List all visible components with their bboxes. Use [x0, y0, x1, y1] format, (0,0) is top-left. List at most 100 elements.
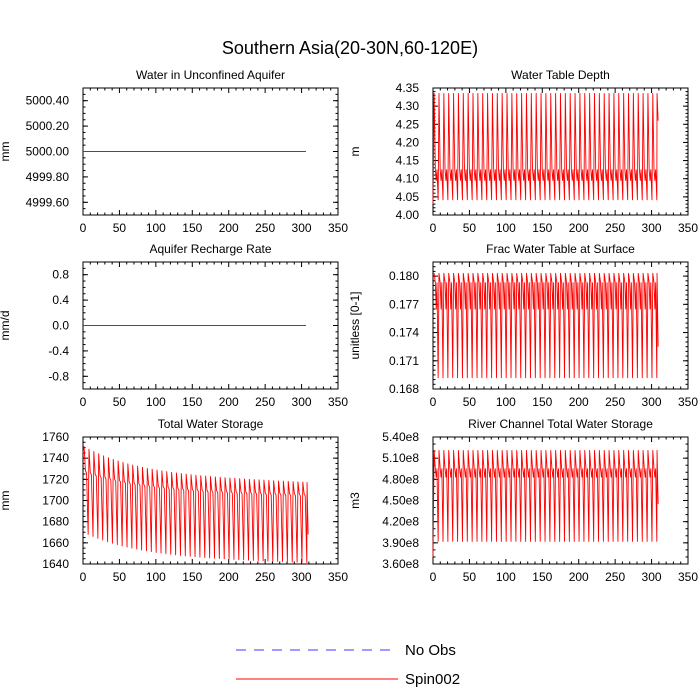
y-tick-label: 1740: [42, 451, 69, 465]
y-axis-label: mm: [0, 142, 12, 162]
x-tick-label: 0: [430, 570, 437, 584]
series-line-spin002: [433, 272, 659, 379]
y-tick-label: 0.177: [389, 297, 419, 311]
panel-title: Aquifer Recharge Rate: [149, 242, 271, 256]
chart-panel-total-water-storage: Total Water Storage mm 0 50 100 150 200 250 300 3…: [0, 417, 348, 584]
x-tick-label: 200: [569, 221, 589, 235]
y-tick-label: 5000.20: [26, 119, 70, 133]
y-tick-label: -0.4: [48, 344, 69, 358]
panel-title: River Channel Total Water Storage: [468, 417, 653, 431]
x-tick-label: 100: [496, 221, 516, 235]
y-tick-label: 4.10: [396, 172, 420, 186]
y-tick-label: 1660: [42, 536, 69, 550]
y-tick-label: 5000.40: [26, 94, 70, 108]
y-tick-label: 1680: [42, 515, 69, 529]
y-axis-label: mm: [0, 491, 12, 511]
y-tick-label: 4999.60: [26, 195, 70, 209]
x-tick-label: 250: [605, 570, 625, 584]
series-line-spin002: [432, 449, 659, 557]
y-tick-label: 1720: [42, 472, 69, 486]
y-axis-label: mm/d: [0, 311, 12, 341]
legend-label-no-obs: No Obs: [405, 642, 456, 659]
x-tick-label: 350: [678, 395, 698, 409]
x-tick-label: 250: [255, 570, 275, 584]
x-tick-label: 100: [146, 221, 166, 235]
y-tick-label: 0.4: [52, 293, 69, 307]
plot-frame: [432, 87, 689, 216]
x-tick-label: 100: [496, 570, 516, 584]
chart-panel-unconfined-aquifer: Water in Unconfined Aquifer mm 0 50 100 150 20…: [0, 68, 348, 235]
y-tick-label: 4.50e8: [382, 494, 419, 508]
panel-title: Water in Unconfined Aquifer: [136, 68, 285, 82]
x-tick-label: 0: [80, 570, 87, 584]
x-tick-label: 0: [80, 221, 87, 235]
series-line-spin002: [82, 446, 309, 564]
x-tick-label: 50: [463, 570, 477, 584]
x-tick-label: 200: [569, 395, 589, 409]
x-tick-label: 150: [532, 395, 552, 409]
x-tick-label: 350: [678, 570, 698, 584]
y-tick-label: 1760: [42, 430, 69, 444]
x-tick-label: 350: [328, 570, 348, 584]
y-tick-label: 4.35: [396, 81, 420, 95]
x-tick-label: 150: [182, 221, 202, 235]
y-tick-label: 0.168: [389, 382, 419, 396]
x-tick-label: 250: [255, 395, 275, 409]
y-tick-label: -0.8: [48, 369, 69, 383]
y-tick-label: 3.90e8: [382, 536, 419, 550]
x-tick-label: 150: [182, 570, 202, 584]
y-tick-label: 4.30: [396, 99, 420, 113]
x-tick-label: 350: [328, 221, 348, 235]
x-tick-label: 250: [255, 221, 275, 235]
x-tick-label: 50: [113, 221, 127, 235]
x-tick-label: 150: [532, 221, 552, 235]
x-tick-label: 50: [113, 395, 127, 409]
x-tick-label: 350: [328, 395, 348, 409]
x-tick-label: 300: [292, 570, 312, 584]
y-tick-label: 4.20: [396, 135, 420, 149]
y-tick-label: 5.40e8: [382, 430, 419, 444]
x-tick-label: 0: [430, 221, 437, 235]
x-tick-label: 200: [219, 395, 239, 409]
y-tick-label: 3.60e8: [382, 557, 419, 571]
panels-group: Water in Unconfined Aquifer mm 0 50 100 150 20…: [0, 68, 698, 584]
x-tick-label: 150: [182, 395, 202, 409]
x-tick-label: 100: [146, 395, 166, 409]
plot-frame: [432, 261, 689, 390]
x-tick-label: 300: [642, 395, 662, 409]
y-tick-label: 4.20e8: [382, 515, 419, 529]
y-tick-label: 1640: [42, 557, 69, 571]
chart-panel-water-table-depth: Water Table Depth m 0 50 100 150 200 250 300 350 4…: [348, 68, 698, 235]
panel-title: Total Water Storage: [158, 417, 264, 431]
y-tick-label: 1700: [42, 494, 69, 508]
x-tick-label: 250: [605, 395, 625, 409]
x-tick-label: 300: [292, 395, 312, 409]
x-tick-label: 300: [642, 570, 662, 584]
chart-panel-recharge-rate: Aquifer Recharge Rate mm/d 0 50 100 150 200 250…: [0, 242, 348, 409]
figure-title: Southern Asia(20-30N,60-120E): [222, 38, 478, 58]
y-tick-label: 4.80e8: [382, 472, 419, 486]
y-tick-label: 5000.00: [26, 145, 70, 159]
y-axis-label: unitless [0-1]: [348, 291, 362, 359]
panel-title: Water Table Depth: [511, 68, 610, 82]
y-tick-label: 4.25: [396, 117, 420, 131]
y-tick-label: 4.15: [396, 154, 420, 168]
x-tick-label: 50: [463, 395, 477, 409]
y-tick-label: 4999.80: [26, 170, 70, 184]
y-tick-label: 5.10e8: [382, 451, 419, 465]
y-tick-label: 0.8: [52, 268, 69, 282]
x-tick-label: 150: [532, 570, 552, 584]
x-tick-label: 100: [146, 570, 166, 584]
x-tick-label: 50: [113, 570, 127, 584]
chart-panel-frac-water-table: Frac Water Table at Surface unitless [0-1…: [348, 242, 698, 409]
panel-title: Frac Water Table at Surface: [486, 242, 635, 256]
x-tick-label: 200: [219, 570, 239, 584]
x-tick-label: 50: [463, 221, 477, 235]
y-tick-label: 0.180: [389, 269, 419, 283]
x-tick-label: 100: [496, 395, 516, 409]
x-tick-label: 250: [605, 221, 625, 235]
y-axis-label: m3: [348, 492, 362, 509]
chart-panel-river-storage: River Channel Total Water Storage m3 0 50 10…: [348, 417, 698, 584]
y-axis-label: m: [348, 147, 362, 157]
x-tick-label: 0: [430, 395, 437, 409]
